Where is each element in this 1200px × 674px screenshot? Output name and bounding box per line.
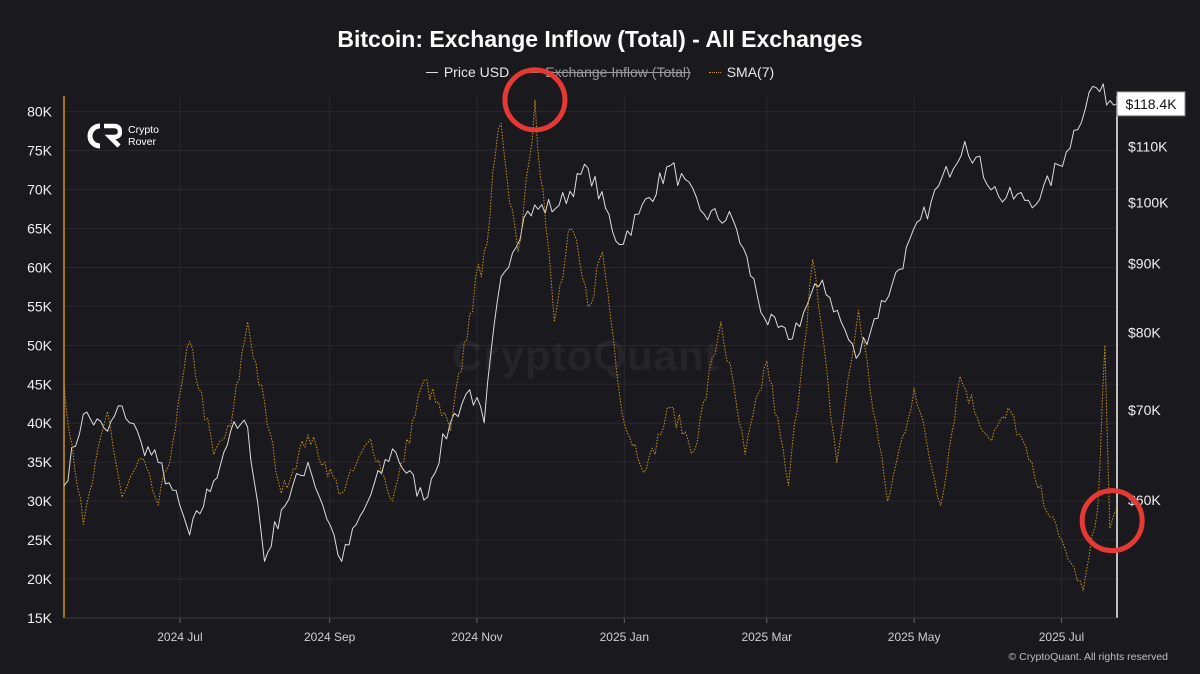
legend-swatch-price (425, 71, 438, 73)
x-axis-tick-label: 2025 Jul (1039, 630, 1084, 644)
annotation-circle-1 (502, 67, 568, 133)
right-axis-tick-label: $90K (1128, 256, 1161, 272)
current-price-badge-label: $118.4K (1125, 96, 1177, 112)
annotation-layer (502, 67, 1145, 554)
right-axis-tick-label: $100K (1128, 194, 1169, 210)
left-axis-tick-label: 45K (27, 376, 53, 392)
left-axis-tick-label: 50K (27, 337, 53, 353)
x-axis-tick-label: 2025 May (888, 630, 941, 644)
axes: 15K 20K 25K 30K 35K 40K 45K 50K 55K 60K 65K 70K 75K 8… (27, 96, 1169, 644)
series-price-usd-line (63, 83, 1118, 562)
left-axis-tick-label: 55K (27, 298, 53, 314)
left-axis-tick-label: 35K (27, 454, 53, 470)
legend-label-price: Price USD (443, 64, 510, 80)
brand-name: Crypto Rover (128, 124, 159, 148)
legend-swatch-sma (708, 71, 721, 73)
copyright: © CryptoQuant. All rights reserved (1008, 651, 1168, 663)
left-axis-tick-label: 20K (27, 571, 53, 587)
right-axis-tick-label: $80K (1128, 324, 1161, 340)
x-axis-tick-label: 2024 Jul (157, 630, 202, 644)
annotation-circle-2 (1079, 488, 1145, 554)
crypto-rover-logo-icon (87, 123, 122, 149)
x-axis-tick-label: 2024 Nov (451, 630, 502, 644)
left-axis-tick-label: 70K (27, 181, 53, 197)
brand-logo: Crypto Rover (86, 122, 180, 150)
legend-item-price[interactable]: Price USD (425, 64, 510, 80)
right-axis-tick-label: $70K (1128, 402, 1161, 418)
right-axis-tick-label: $110K (1128, 139, 1168, 155)
grid-lines (64, 96, 1117, 619)
series-layer (63, 83, 1118, 592)
x-axis-tick-label: 2024 Sep (304, 630, 356, 644)
legend-label-exchange-inflow: Exchange Inflow (Total) (545, 64, 691, 80)
left-axis-tick-label: 80K (27, 104, 53, 120)
legend-label-sma: SMA(7) (726, 64, 775, 80)
x-axis-tick-label: 2025 Mar (741, 630, 792, 644)
left-axis-tick-label: 15K (27, 610, 53, 626)
watermark: CryptoQuant (452, 332, 720, 379)
legend-item-sma[interactable]: SMA(7) (708, 64, 775, 80)
left-axis-tick-label: 75K (27, 143, 53, 159)
left-axis-tick-label: 40K (27, 415, 53, 431)
left-axis-tick-label: 65K (27, 220, 53, 236)
left-axis-tick-label: 30K (27, 493, 53, 509)
left-axis-tick-label: 60K (27, 259, 53, 275)
x-axis-tick-label: 2025 Jan (600, 630, 649, 644)
chart-title: Bitcoin: Exchange Inflow (Total) - All E… (337, 26, 863, 52)
price-badge-layer: $118.4K (1116, 91, 1186, 117)
current-price-badge (1116, 91, 1186, 117)
left-axis-tick-label: 25K (27, 532, 53, 548)
series-sma7-line (63, 99, 1118, 592)
